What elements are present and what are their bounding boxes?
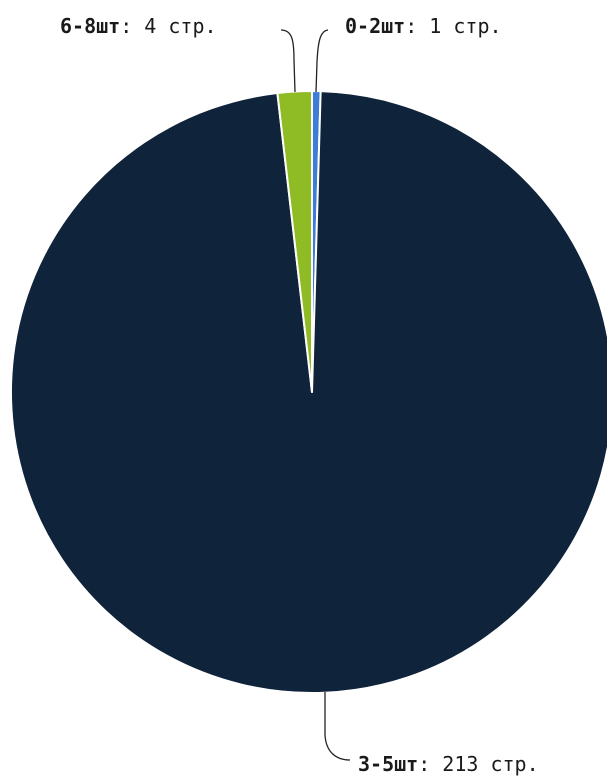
slice-label-category: 3-5шт (358, 752, 418, 776)
label-connector-6-8 (280, 29, 296, 93)
label-group-6-8: 6-8шт: 4 стр. (60, 14, 296, 93)
slice-label-value: : 1 стр. (405, 14, 501, 38)
slice-label-category: 0-2шт (345, 14, 405, 38)
label-group-3-5: 3-5шт: 213 стр. (324, 692, 539, 776)
pie-slices (10, 90, 607, 695)
slice-label-value: : 213 стр. (418, 752, 538, 776)
label-group-0-2: 0-2шт: 1 стр. (315, 14, 502, 93)
slice-label-0-2: 0-2шт: 1 стр. (345, 14, 502, 38)
slice-label-3-5: 3-5шт: 213 стр. (358, 752, 539, 776)
label-connector-0-2 (315, 29, 329, 93)
slice-label-6-8: 6-8шт: 4 стр. (60, 14, 217, 38)
slice-label-category: 6-8шт (60, 14, 120, 38)
label-connector-3-5 (324, 692, 351, 761)
slice-label-value: : 4 стр. (120, 14, 216, 38)
